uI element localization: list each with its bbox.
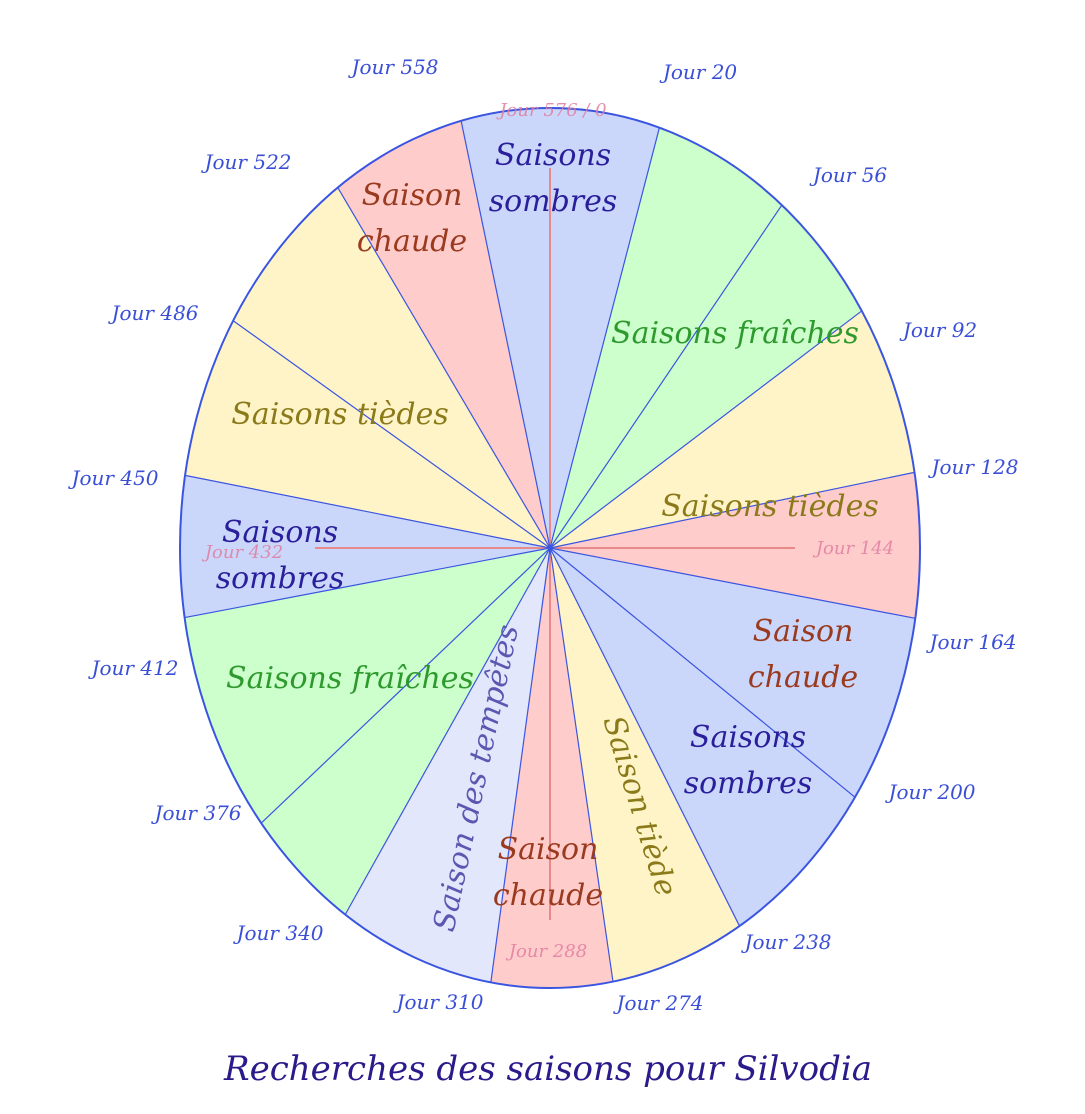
- season-label: Saisons sombres: [684, 720, 813, 801]
- boundary-ray: [184, 547, 551, 619]
- season-sector: [550, 127, 862, 548]
- day-label: Jour 450: [67, 466, 158, 490]
- day-label: Jour 128: [927, 455, 1018, 479]
- boundary-ray: [337, 187, 551, 549]
- inner-day-label: Jour 576 / 0: [495, 100, 606, 121]
- season-sector: [185, 187, 550, 548]
- season-label: Saison chaude: [357, 178, 467, 259]
- season-sector: [550, 310, 915, 548]
- season-label: Saisons fraîches: [226, 661, 474, 696]
- boundary-ray: [549, 547, 614, 982]
- day-label: Jour 200: [884, 780, 975, 804]
- day-label: Jour 558: [347, 55, 438, 79]
- day-label: Jour 92: [899, 318, 977, 342]
- season-label: Saisons sombres: [489, 138, 618, 219]
- season-sector: [490, 548, 613, 988]
- season-sector: [184, 548, 550, 915]
- boundary-ray: [549, 547, 916, 619]
- boundary-ray: [460, 120, 551, 549]
- inner-day-labels: Jour 576 / 0 Jour 144 Jour 288 Jour 432: [201, 100, 894, 962]
- boundary-ray: [549, 310, 863, 549]
- day-label: Jour 20: [659, 60, 738, 84]
- day-label: Jour 274: [612, 991, 703, 1015]
- boundary-ray: [490, 547, 551, 983]
- season-label: Saisons tièdes: [661, 489, 879, 524]
- boundary-ray: [549, 547, 856, 798]
- boundary-rays: [184, 120, 916, 983]
- diagram-title: Recherches des saisons pour Silvodia: [223, 1049, 872, 1089]
- inner-day-label: Jour 288: [505, 941, 587, 962]
- boundary-ray: [549, 547, 740, 927]
- boundary-ray: [260, 547, 551, 824]
- season-sector: [179, 475, 550, 618]
- day-label: Jour 522: [200, 150, 291, 174]
- season-sector: [337, 120, 550, 548]
- day-label: Jour 340: [232, 921, 323, 945]
- day-label: Jour 376: [150, 801, 241, 825]
- season-sector: [550, 472, 920, 619]
- boundary-ray: [232, 320, 551, 549]
- wheel-outline: [179, 107, 921, 989]
- season-sector: [345, 548, 550, 983]
- boundary-ray: [184, 474, 551, 549]
- season-label: Saison chaude: [748, 614, 858, 695]
- season-label: Saisons sombres: [216, 515, 345, 596]
- boundary-ray: [549, 127, 660, 549]
- season-label: Saisons fraîches: [611, 316, 859, 351]
- day-label: Jour 238: [740, 930, 831, 954]
- calendar-axes: [315, 168, 795, 920]
- boundary-ray: [549, 471, 915, 549]
- day-label: Jour 164: [925, 630, 1016, 654]
- boundary-ray: [549, 204, 783, 549]
- season-sector: [550, 548, 916, 926]
- day-labels: Jour 20 Jour 56 Jour 92 Jour 128 Jour 164 Jou…: [67, 55, 1018, 1015]
- day-label: Jour 486: [107, 301, 198, 325]
- boundary-ray: [344, 547, 551, 915]
- inner-day-label: Jour 144: [812, 538, 894, 559]
- season-label: Saison chaude: [493, 832, 603, 913]
- day-label: Jour 412: [87, 656, 178, 680]
- inner-day-label: Jour 432: [201, 542, 283, 563]
- day-label: Jour 56: [809, 163, 888, 187]
- season-sector: [461, 108, 660, 548]
- day-label: Jour 310: [392, 990, 483, 1014]
- season-label: Saisons tièdes: [231, 397, 449, 432]
